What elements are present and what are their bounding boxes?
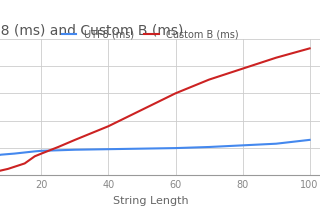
Custom B (ms) xyxy=(140,108,144,111)
UTF8 (ms) xyxy=(73,149,77,151)
Custom B (ms) xyxy=(274,56,278,59)
UTF8 (ms) xyxy=(40,150,44,152)
UTF8 (ms) xyxy=(13,152,17,155)
UTF8 (ms) xyxy=(140,147,144,150)
Custom B (ms) xyxy=(174,92,178,95)
UTF8 (ms) xyxy=(6,153,10,155)
Custom B (ms) xyxy=(308,47,312,50)
Legend: UTF8 (ms), Custom B (ms): UTF8 (ms), Custom B (ms) xyxy=(58,26,243,43)
Custom B (ms) xyxy=(6,168,10,170)
Custom B (ms) xyxy=(73,139,77,141)
Line: Custom B (ms): Custom B (ms) xyxy=(0,48,310,175)
Line: UTF8 (ms): UTF8 (ms) xyxy=(0,140,310,173)
UTF8 (ms) xyxy=(23,151,27,154)
UTF8 (ms) xyxy=(107,148,110,150)
UTF8 (ms) xyxy=(56,149,60,152)
Custom B (ms) xyxy=(56,146,60,148)
Custom B (ms) xyxy=(241,67,244,70)
UTF8 (ms) xyxy=(308,139,312,141)
UTF8 (ms) xyxy=(33,150,37,153)
Custom B (ms) xyxy=(107,125,110,128)
UTF8 (ms) xyxy=(174,147,178,149)
X-axis label: String Length: String Length xyxy=(113,196,188,206)
UTF8 (ms) xyxy=(274,143,278,145)
Text: UTF8 (ms) and Custom B (ms): UTF8 (ms) and Custom B (ms) xyxy=(0,23,184,37)
Custom B (ms) xyxy=(23,162,27,165)
UTF8 (ms) xyxy=(207,146,211,148)
Custom B (ms) xyxy=(33,155,37,158)
Custom B (ms) xyxy=(40,152,44,155)
Custom B (ms) xyxy=(207,78,211,81)
UTF8 (ms) xyxy=(241,144,244,147)
UTF8 (ms) xyxy=(0,153,3,156)
